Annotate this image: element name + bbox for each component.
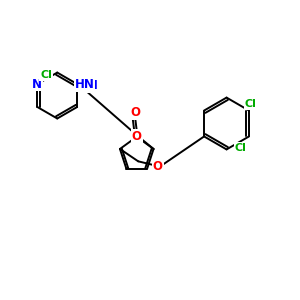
Text: O: O	[153, 160, 163, 173]
Text: HN: HN	[79, 79, 98, 92]
Text: Cl: Cl	[40, 70, 52, 80]
Text: O: O	[132, 130, 142, 143]
Text: HN: HN	[75, 78, 94, 92]
Text: Cl: Cl	[235, 143, 247, 153]
Text: O: O	[130, 106, 140, 119]
Text: Cl: Cl	[244, 99, 256, 109]
Text: N: N	[32, 77, 42, 91]
